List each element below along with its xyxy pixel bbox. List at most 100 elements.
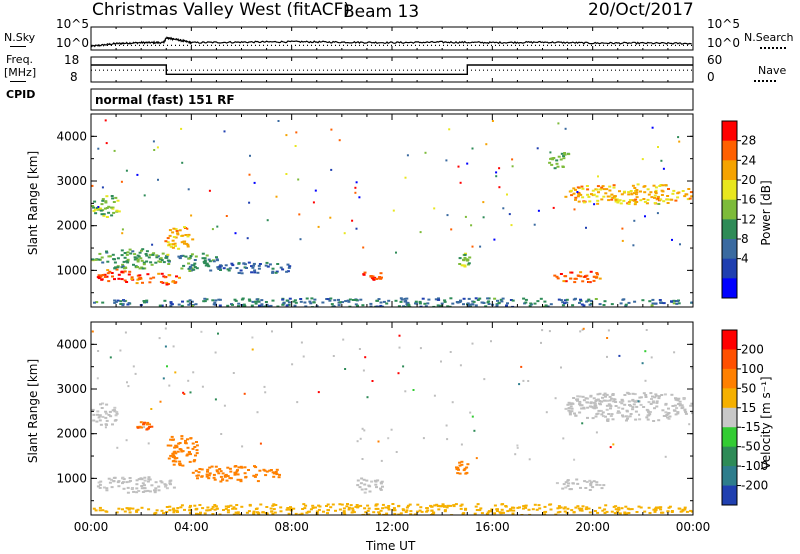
data-cell bbox=[601, 411, 605, 414]
data-cell bbox=[370, 480, 374, 483]
data-cell bbox=[237, 272, 241, 274]
data-cell bbox=[259, 503, 263, 506]
data-cell bbox=[612, 195, 616, 198]
data-cell bbox=[359, 482, 363, 485]
data-cell bbox=[312, 301, 316, 304]
data-cell bbox=[360, 477, 364, 480]
data-cell bbox=[614, 405, 618, 407]
data-cell bbox=[218, 513, 222, 515]
data-cell bbox=[562, 157, 566, 160]
power-colorbar-segment bbox=[722, 180, 737, 201]
data-cell bbox=[585, 185, 589, 187]
data-cell bbox=[97, 481, 101, 484]
data-cell bbox=[407, 304, 411, 307]
scatter-cell bbox=[651, 126, 654, 129]
scatter-cell bbox=[471, 415, 474, 418]
data-cell bbox=[657, 395, 661, 398]
data-cell bbox=[587, 281, 591, 283]
data-cell bbox=[654, 189, 658, 192]
data-cell bbox=[175, 275, 178, 278]
data-cell bbox=[458, 464, 462, 467]
data-cell bbox=[138, 251, 142, 254]
data-cell bbox=[172, 486, 176, 489]
data-cell bbox=[570, 194, 574, 197]
data-cell bbox=[381, 507, 385, 510]
data-cell bbox=[334, 509, 337, 512]
data-cell bbox=[558, 506, 561, 509]
scatter-cell bbox=[557, 122, 560, 125]
data-cell bbox=[608, 395, 612, 398]
data-cell bbox=[250, 265, 253, 268]
scatter-cell bbox=[181, 161, 184, 164]
data-cell bbox=[147, 256, 151, 259]
data-cell bbox=[91, 408, 95, 411]
data-cell bbox=[302, 503, 306, 506]
data-cell bbox=[239, 465, 243, 468]
data-cell bbox=[421, 297, 425, 300]
data-cell bbox=[195, 441, 198, 443]
data-cell bbox=[305, 297, 309, 300]
data-cell bbox=[576, 395, 580, 398]
data-cell bbox=[268, 263, 272, 266]
scatter-cell bbox=[96, 377, 99, 380]
scatter-cell bbox=[449, 351, 452, 353]
data-cell bbox=[148, 253, 152, 256]
data-cell bbox=[584, 397, 588, 400]
data-cell bbox=[576, 398, 579, 401]
data-cell bbox=[467, 297, 471, 300]
data-cell bbox=[171, 452, 175, 455]
data-cell bbox=[598, 484, 602, 486]
data-cell bbox=[164, 240, 168, 243]
data-cell bbox=[469, 305, 472, 307]
data-cell bbox=[123, 270, 127, 273]
data-cell bbox=[632, 403, 636, 406]
data-cell bbox=[602, 399, 606, 402]
scatter-cell bbox=[190, 214, 193, 217]
data-cell bbox=[139, 257, 143, 260]
data-cell bbox=[181, 234, 185, 237]
data-cell bbox=[173, 457, 177, 460]
data-cell bbox=[509, 508, 513, 511]
data-cell bbox=[585, 506, 589, 509]
scatter-cell bbox=[223, 130, 226, 133]
scatter-cell bbox=[116, 446, 119, 449]
x-tick-label: 16:00 bbox=[475, 520, 510, 534]
data-cell bbox=[466, 263, 470, 266]
data-cell bbox=[326, 503, 330, 506]
data-cell bbox=[430, 509, 434, 512]
scatter-cell bbox=[302, 355, 305, 358]
data-cell bbox=[159, 257, 163, 260]
power-colorbar-frame bbox=[721, 120, 738, 299]
data-cell bbox=[443, 509, 447, 512]
data-cell bbox=[218, 298, 222, 301]
data-cell bbox=[374, 480, 378, 483]
power-region bbox=[164, 226, 195, 250]
data-cell bbox=[441, 504, 445, 507]
scatter-cell bbox=[422, 437, 425, 440]
scatter-cell bbox=[459, 364, 462, 367]
data-cell bbox=[265, 506, 269, 508]
scatter-cell bbox=[95, 207, 98, 209]
data-cell bbox=[191, 442, 195, 445]
data-cell bbox=[619, 202, 623, 205]
data-cell bbox=[293, 304, 297, 307]
scatter-cell bbox=[540, 341, 542, 344]
data-cell bbox=[224, 264, 228, 267]
data-cell bbox=[627, 191, 631, 194]
data-cell bbox=[456, 467, 460, 469]
data-cell bbox=[661, 511, 665, 514]
data-cell bbox=[559, 506, 563, 509]
data-cell bbox=[577, 200, 581, 203]
data-cell bbox=[595, 398, 599, 401]
data-cell bbox=[358, 486, 362, 489]
data-cell bbox=[188, 302, 192, 305]
data-cell bbox=[657, 419, 661, 422]
scatter-cell bbox=[125, 169, 128, 172]
data-cell bbox=[322, 510, 325, 513]
data-cell bbox=[610, 193, 614, 196]
scatter-cell bbox=[216, 225, 219, 228]
data-cell bbox=[331, 503, 335, 506]
data-cell bbox=[123, 300, 127, 303]
data-cell bbox=[555, 159, 559, 162]
data-cell bbox=[125, 253, 129, 256]
